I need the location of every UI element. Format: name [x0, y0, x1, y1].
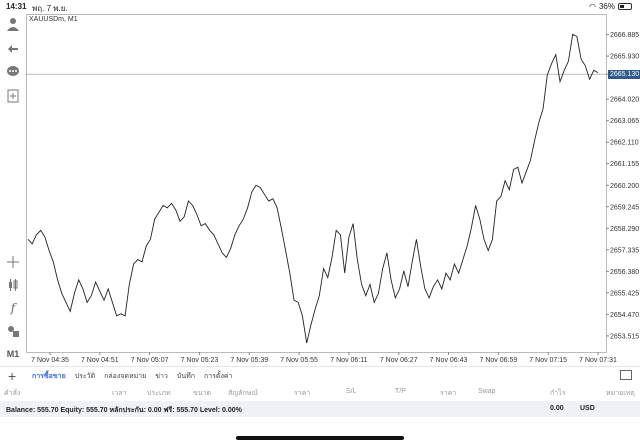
x-tick-label-1: 7 Nov 04:51: [81, 357, 119, 364]
x-tick-label-0: 7 Nov 04:35: [31, 357, 69, 364]
y-tick-label-10: 2657.335: [610, 247, 639, 254]
column-header-10: กำไร: [550, 390, 566, 397]
total-profit: 0.00: [550, 405, 564, 412]
column-header-1: เวลา: [112, 390, 127, 397]
battery-percent: 36%: [598, 2, 615, 11]
balance-summary: Balance: 555.70 Equity: 555.70 หลักประกั…: [6, 407, 242, 414]
trade-icon[interactable]: [5, 40, 21, 56]
function-icon[interactable]: f: [10, 301, 16, 315]
current-price-tag: 2665.130: [608, 69, 640, 79]
objects-icon[interactable]: [5, 323, 21, 339]
battery-icon: [618, 3, 632, 10]
column-header-9: Swap: [478, 388, 496, 395]
column-header-11: หมายเหตุ: [606, 390, 635, 397]
tab-5[interactable]: การตั้งค่า: [203, 373, 233, 380]
y-tick-label-6: 2661.155: [610, 161, 639, 168]
chat-icon[interactable]: [5, 64, 21, 80]
price-series-line: [27, 33, 599, 344]
account-icon[interactable]: [5, 16, 21, 32]
terminal-tabs: การซื้อขาย ประวัติ กล่องจดหมาย ข่าว บันทึก กา…: [32, 371, 232, 382]
y-tick-label-9: 2658.290: [610, 226, 639, 233]
y-tick-label-0: 2666.885: [610, 32, 639, 39]
trade-columns-header: คำสั่ง เวลา ประเภท ขนาด สัญลักษณ์ ราคา S/L T/P ร…: [0, 386, 640, 400]
x-tick-label-4: 7 Nov 05:39: [230, 357, 268, 364]
home-indicator[interactable]: [236, 436, 404, 440]
symbol-label: XAUUSDm, M1: [29, 16, 78, 23]
x-tick-label-6: 7 Nov 06:11: [330, 357, 367, 364]
x-tick-label-9: 7 Nov 06:59: [479, 357, 517, 364]
x-tick-label-11: 7 Nov 07:31: [579, 357, 617, 364]
status-right: ◠ 36%: [589, 2, 632, 11]
status-time: 14:31: [6, 2, 27, 11]
status-bar: 14:31 พฤ. 7 พ.ย. ◠ 36%: [0, 0, 640, 14]
timeframe-button[interactable]: M1: [5, 346, 21, 362]
y-tick-label-5: 2662.110: [610, 140, 639, 147]
x-tick-label-5: 7 Nov 05:55: [280, 357, 318, 364]
tab-2[interactable]: กล่องจดหมาย: [104, 373, 147, 380]
status-date: พฤ. 7 พ.ย.: [32, 4, 68, 13]
y-tick-label-1: 2665.930: [610, 54, 639, 61]
left-toolbar: f M1: [0, 14, 26, 366]
y-tick-label-13: 2654.470: [610, 312, 639, 319]
y-tick-label-7: 2660.200: [610, 183, 639, 190]
y-tick-label-4: 2663.065: [610, 118, 639, 125]
balance-row: Balance: 555.70 Equity: 555.70 หลักประกั…: [0, 401, 640, 417]
add-document-icon[interactable]: [5, 88, 21, 104]
layout-toggle-icon[interactable]: [620, 370, 632, 380]
x-tick-label-10: 7 Nov 07:15: [529, 357, 567, 364]
column-header-6: S/L: [346, 388, 357, 395]
tab-4[interactable]: บันทึก: [176, 373, 195, 380]
y-tick-label-8: 2659.245: [610, 204, 639, 211]
x-tick-label-8: 7 Nov 06:43: [430, 357, 468, 364]
column-header-2: ประเภท: [147, 390, 171, 397]
chart-canvas[interactable]: 2666.885 2665.930 2665.130 2664.020 2663.065…: [26, 14, 640, 366]
column-header-7: T/P: [395, 388, 406, 395]
tab-3[interactable]: ข่าว: [155, 373, 168, 380]
x-tick-label-2: 7 Nov 05:07: [131, 357, 169, 364]
y-tick-label-11: 2656.380: [610, 269, 639, 276]
terminal-tab-bar: + การซื้อขาย ประวัติ กล่องจดหมาย ข่าว บันทึก…: [0, 366, 640, 384]
column-header-4: สัญลักษณ์: [228, 390, 258, 397]
y-tick-label-12: 2655.425: [610, 290, 639, 297]
crosshair-icon[interactable]: [5, 254, 21, 270]
candlestick-icon[interactable]: [5, 277, 21, 293]
y-tick-label-3: 2664.020: [610, 97, 639, 104]
y-tick-label-14: 2653.515: [610, 333, 639, 340]
price-chart[interactable]: 2666.885 2665.930 2665.130 2664.020 2663.065…: [26, 14, 640, 366]
column-header-5: ราคา: [294, 390, 311, 397]
currency-label: USD: [580, 405, 595, 412]
tab-1[interactable]: ประวัติ: [74, 373, 96, 380]
x-tick-label-3: 7 Nov 05:23: [181, 357, 219, 364]
x-tick-label-7: 7 Nov 06:27: [380, 357, 418, 364]
add-order-button[interactable]: +: [8, 368, 17, 384]
column-header-0: คำสั่ง: [4, 390, 21, 397]
column-header-3: ขนาด: [193, 390, 212, 397]
wifi-icon: ◠: [589, 2, 596, 11]
timeframe-label: M1: [6, 349, 20, 359]
tab-0[interactable]: การซื้อขาย: [32, 373, 66, 380]
column-header-8: ราคา: [440, 390, 457, 397]
plot-frame: [26, 14, 607, 353]
